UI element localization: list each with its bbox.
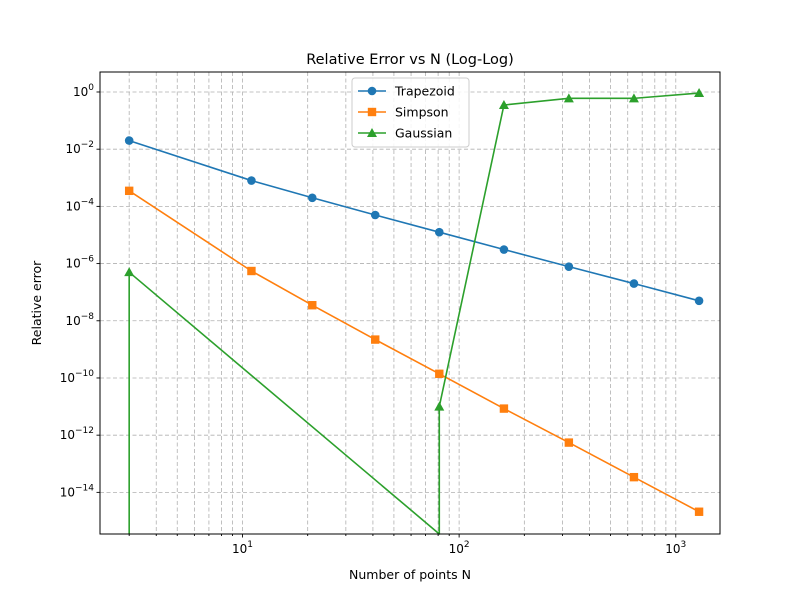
y-tick-label: 10−6 <box>65 255 94 271</box>
x-tick-label: 103 <box>665 540 686 556</box>
legend: Trapezoid Simpson Gaussian <box>351 77 470 148</box>
data-point-simpson <box>435 369 444 378</box>
data-point-trapezoid <box>307 193 317 203</box>
data-point-simpson <box>629 472 639 482</box>
series-trapezoid <box>124 136 704 306</box>
y-axis-label: Relative error <box>29 260 44 346</box>
data-point-gaussian <box>563 93 574 103</box>
series-line-gaussian <box>128 92 700 535</box>
grid <box>100 72 720 534</box>
legend-label-gaussian: Gaussian <box>395 126 452 141</box>
data-point-trapezoid <box>629 279 639 288</box>
legend-item-simpson: Simpson <box>358 105 449 120</box>
legend-marker-simpson <box>367 107 377 117</box>
data-point-simpson <box>124 186 134 196</box>
y-tick-label: 10−12 <box>60 426 94 442</box>
data-point-simpson <box>308 301 317 310</box>
x-axis: 101 102 103 <box>128 534 686 556</box>
data-point-gaussian <box>628 93 639 103</box>
data-point-gaussian <box>434 401 445 411</box>
legend-marker-gaussian <box>367 128 377 137</box>
data-point-simpson <box>499 404 509 413</box>
y-tick-label: 100 <box>73 83 94 99</box>
data-point-simpson <box>247 266 256 276</box>
x-tick-label: 101 <box>232 540 253 556</box>
series-line-simpson <box>128 190 700 513</box>
series-gaussian <box>124 88 705 535</box>
y-tick-label: 10−8 <box>65 312 94 328</box>
legend-item-trapezoid: Trapezoid <box>358 84 455 99</box>
series-layer <box>124 88 705 535</box>
series-line-trapezoid <box>128 139 700 302</box>
y-tick-label: 10−14 <box>60 483 95 499</box>
data-point-gaussian <box>498 100 509 110</box>
data-point-trapezoid <box>370 210 380 220</box>
data-point-trapezoid <box>694 296 704 306</box>
x-axis-label: Number of points N <box>349 567 471 582</box>
y-tick-label: 10−10 <box>60 369 95 385</box>
y-tick-label: 10−4 <box>65 197 94 213</box>
y-axis: 100 10−2 10−4 10−6 10−8 10−10 10−12 10−14 <box>60 83 100 499</box>
data-point-simpson <box>371 335 380 344</box>
data-point-gaussian <box>124 267 135 277</box>
data-point-simpson <box>564 438 574 447</box>
data-point-trapezoid <box>499 245 509 254</box>
y-tick-label: 10−2 <box>65 140 94 156</box>
data-point-trapezoid <box>247 176 256 185</box>
series-simpson <box>124 186 704 516</box>
chart-title: Relative Error vs N (Log-Log) <box>306 52 514 68</box>
data-point-simpson <box>694 507 704 516</box>
legend-label-simpson: Simpson <box>395 105 449 120</box>
legend-label-trapezoid: Trapezoid <box>394 84 455 99</box>
data-point-gaussian <box>694 88 705 98</box>
plot-frame <box>99 71 721 535</box>
data-point-trapezoid <box>124 136 134 145</box>
data-point-trapezoid <box>564 262 574 271</box>
legend-item-gaussian: Gaussian <box>358 126 452 141</box>
data-point-trapezoid <box>434 227 444 237</box>
legend-marker-trapezoid <box>367 86 377 96</box>
legend-box <box>351 77 470 148</box>
x-tick-label: 102 <box>449 540 470 556</box>
